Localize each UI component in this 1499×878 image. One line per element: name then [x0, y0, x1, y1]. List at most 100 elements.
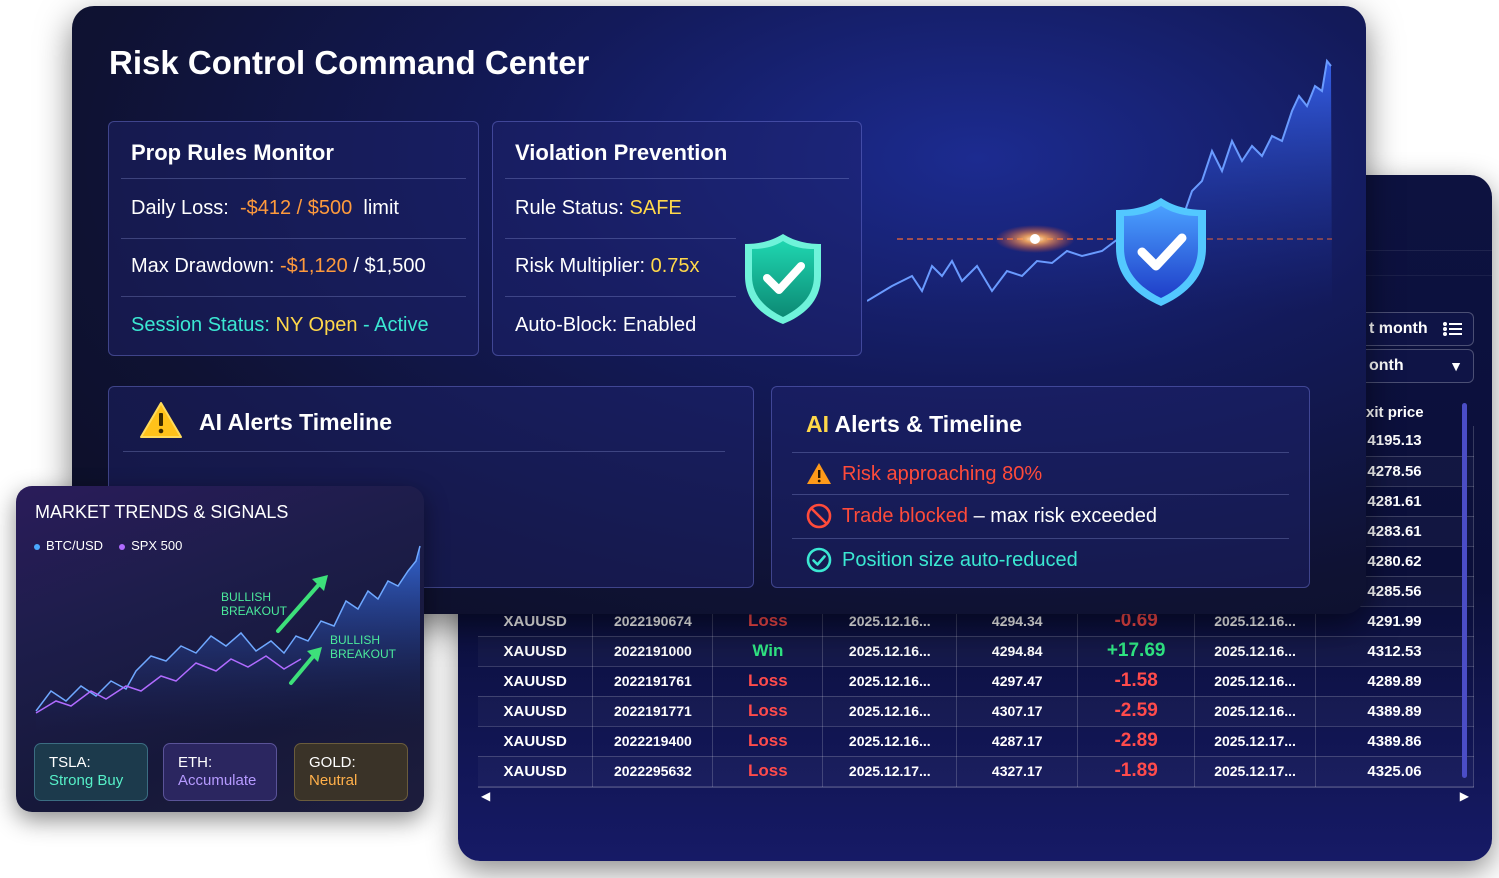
market-trends-title: MARKET TRENDS & SIGNALS — [35, 502, 289, 522]
list-filter-icon — [1443, 321, 1463, 340]
ai-alerts-title: AI Alerts & Timeline — [806, 411, 1022, 438]
violation-prevention-card: Violation Prevention Rule Status: SAFE R… — [492, 121, 862, 356]
result-cell: Loss — [712, 696, 824, 727]
col-exit-price[interactable]: xit price — [1366, 403, 1424, 421]
profit-cell: -1.89 — [1077, 756, 1196, 787]
shield-check-icon — [745, 234, 821, 324]
close-time-cell: 2025.12.16... — [1194, 666, 1317, 697]
alert-item[interactable]: Trade blocked – max risk exceeded — [806, 503, 1157, 529]
open-time-cell: 2025.12.16... — [822, 666, 958, 697]
legend-spx: SPX 500 — [119, 538, 182, 553]
alert-text-highlight: Trade blocked — [842, 504, 968, 527]
profit-cell: +17.69 — [1077, 636, 1196, 667]
profit-cell: -2.59 — [1077, 696, 1196, 727]
alert-text: Position size auto-reduced — [842, 548, 1078, 571]
table-row[interactable]: XAUUSD 2022191771 Loss 2025.12.16... 430… — [478, 696, 1474, 727]
warning-icon — [807, 463, 831, 484]
result-cell: Loss — [712, 726, 824, 757]
rule-status-label: Rule Status: — [515, 197, 624, 219]
auto-block-row: Auto-Block: Enabled — [515, 314, 697, 336]
session-state: Active — [374, 314, 429, 336]
divider — [792, 494, 1289, 495]
risk-multiplier-label: Risk Multiplier: — [515, 255, 646, 277]
ticket-cell: 2022191761 — [592, 666, 714, 697]
ticket-cell: 2022191771 — [592, 696, 714, 727]
signal-gold[interactable]: GOLD: Neutral — [294, 743, 408, 801]
tag-line: BULLISH — [221, 590, 272, 604]
open-price-cell: 4294.84 — [956, 636, 1079, 667]
close-time-cell: 2025.12.16... — [1194, 696, 1317, 727]
open-time-cell: 2025.12.16... — [822, 636, 958, 667]
daily-loss-value: -$412 / $500 — [239, 197, 353, 219]
table-row[interactable]: XAUUSD 2022191761 Loss 2025.12.16... 429… — [478, 666, 1474, 697]
open-price-cell: 4327.17 — [956, 756, 1079, 787]
legend-spx-label: SPX 500 — [131, 538, 183, 553]
month-select-value: onth — [1369, 357, 1404, 374]
drawdown-value: -$1,120 — [279, 255, 348, 277]
signal-value: Accumulate — [178, 772, 257, 789]
max-drawdown-row: Max Drawdown: -$1,120 / $1,500 — [131, 255, 426, 278]
open-time-cell: 2025.12.16... — [822, 726, 958, 757]
divider — [505, 238, 736, 239]
open-price-cell: 4297.47 — [956, 666, 1079, 697]
horizontal-scrollbar[interactable]: ◀ ▶ — [478, 787, 1474, 805]
tag-line: BULLISH — [330, 633, 381, 647]
divider — [123, 451, 725, 452]
symbol-cell: XAUUSD — [478, 666, 594, 697]
session-label: Session Status: — [131, 314, 270, 336]
result-cell: Win — [712, 636, 824, 667]
signal-eth[interactable]: ETH: Accumulate — [163, 743, 277, 801]
daily-loss-suffix: limit — [363, 197, 399, 219]
alert-text: Risk approaching 80% — [842, 462, 1043, 485]
open-time-cell: 2025.12.16... — [822, 696, 958, 727]
symbol-cell: XAUUSD — [478, 636, 594, 667]
ticket-cell: 2022219400 — [592, 726, 714, 757]
daily-loss-row: Daily Loss: -$412 / $500 limit — [131, 197, 399, 220]
profit-cell: -2.89 — [1077, 726, 1196, 757]
ai-alerts-title-rest: Alerts & Timeline — [834, 411, 1023, 437]
signal-label: ETH: — [178, 754, 213, 771]
tag-line: BREAKOUT — [221, 604, 288, 618]
check-circle-icon — [806, 547, 832, 573]
legend-btc-label: BTC/USD — [46, 538, 104, 553]
month-select[interactable]: onth ▼ — [1358, 349, 1474, 383]
close-time-cell: 2025.12.17... — [1194, 756, 1317, 787]
scroll-right-icon[interactable]: ▶ — [1459, 789, 1469, 803]
table-row[interactable]: XAUUSD 2022295632 Loss 2025.12.17... 432… — [478, 756, 1474, 787]
divider — [792, 452, 1289, 453]
command-center-window: Risk Control Command Center — [72, 6, 1366, 614]
scroll-left-icon[interactable]: ◀ — [481, 789, 491, 803]
ai-alerts-card: AI Alerts & Timeline Risk approaching 80… — [771, 386, 1310, 588]
market-trend-chart — [35, 545, 421, 731]
divider — [505, 296, 736, 297]
divider — [505, 178, 849, 179]
risk-multiplier-value: 0.75x — [650, 255, 700, 277]
risk-multiplier-row: Risk Multiplier: 0.75x — [515, 255, 700, 278]
table-row[interactable]: XAUUSD 2022191000 Win 2025.12.16... 4294… — [478, 636, 1474, 667]
symbol-cell: XAUUSD — [478, 696, 594, 727]
alert-item[interactable]: Position size auto-reduced — [806, 547, 1078, 573]
ai-alerts-title-ai: AI — [806, 411, 829, 437]
period-select[interactable]: t month — [1358, 312, 1474, 346]
tag-line: BREAKOUT — [330, 647, 397, 661]
signal-value: Strong Buy — [49, 772, 124, 789]
bullish-breakout-label: BULLISH BREAKOUT — [221, 590, 287, 618]
violation-heading: Violation Prevention — [515, 140, 728, 165]
alert-text: Trade blocked – max risk exceeded — [842, 505, 1157, 528]
signal-tsla[interactable]: TSLA: Strong Buy — [34, 743, 148, 801]
exit-price-cell: 4289.89 — [1315, 666, 1474, 697]
profit-cell: -1.58 — [1077, 666, 1196, 697]
period-select-value: t month — [1369, 320, 1428, 337]
prop-rules-heading: Prop Rules Monitor — [131, 140, 334, 165]
alert-item[interactable]: Risk approaching 80% — [806, 461, 1042, 487]
divider — [121, 178, 466, 179]
warning-icon — [140, 402, 182, 438]
drawdown-limit: / $1,500 — [353, 255, 426, 277]
table-row[interactable]: XAUUSD 2022219400 Loss 2025.12.16... 428… — [478, 726, 1474, 757]
rule-status-value: SAFE — [629, 197, 682, 219]
session-status-row: Session Status: NY Open - Active — [131, 314, 429, 337]
vertical-scrollbar[interactable] — [1462, 403, 1467, 778]
session-value: NY Open — [275, 314, 358, 336]
legend-btc: BTC/USD — [34, 538, 103, 553]
chart-legend: BTC/USD SPX 500 — [34, 538, 182, 553]
